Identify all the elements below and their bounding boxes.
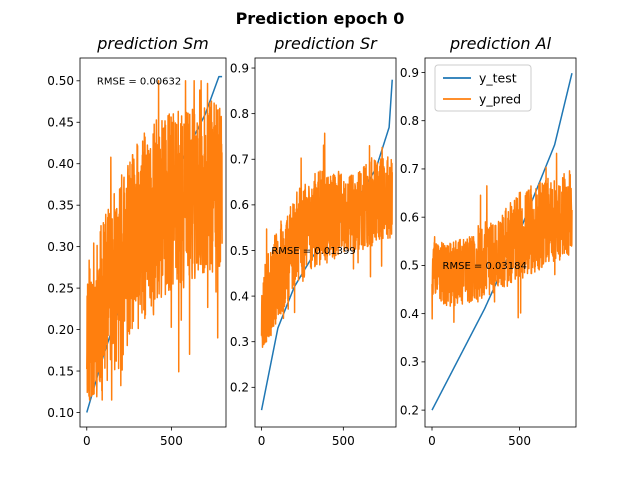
y-tick-label: 0.2 xyxy=(230,381,249,395)
rmse-annotation: RMSE = 0.01399 xyxy=(271,246,355,257)
x-tick-label: 500 xyxy=(160,434,183,448)
y-tick-label: 0.6 xyxy=(230,198,249,212)
y-tick-label: 0.8 xyxy=(400,114,419,128)
y-tick-label: 0.2 xyxy=(400,403,419,417)
y-tick-label: 0.35 xyxy=(47,198,74,212)
rmse-annotation: RMSE = 0.00632 xyxy=(97,76,181,87)
y-tick-label: 0.5 xyxy=(230,244,249,258)
y-tick-label: 0.50 xyxy=(47,74,74,88)
axes-frame xyxy=(254,57,397,428)
y-tick-label: 0.4 xyxy=(400,307,419,321)
y-tick-label: 0.9 xyxy=(230,61,249,75)
subplot-title: prediction Sm xyxy=(96,34,208,53)
figure-title: Prediction epoch 0 xyxy=(236,9,405,28)
x-tick-label: 500 xyxy=(508,434,531,448)
x-tick-label: 500 xyxy=(332,434,355,448)
y-tick-label: 0.4 xyxy=(230,289,249,303)
y-tick-label: 0.8 xyxy=(230,107,249,121)
y-tick-label: 0.7 xyxy=(230,153,249,167)
subplot-title: prediction Sr xyxy=(273,34,378,53)
subplot-title: prediction Al xyxy=(449,34,552,53)
series-line-y-pred xyxy=(431,152,573,324)
series-line-y-pred xyxy=(260,132,393,348)
subplot-1: prediction Sm 0 500 0.10 0.15 0.20 0.25 0.30 0.3… xyxy=(47,34,227,448)
y-tick-label: 0.30 xyxy=(47,240,74,254)
series-group xyxy=(260,79,393,411)
y-tick-label: 0.9 xyxy=(400,66,419,80)
series-group xyxy=(431,73,573,411)
y-tick-label: 0.45 xyxy=(47,116,74,130)
y-tick-label: 0.25 xyxy=(47,281,74,295)
series-line-y-pred xyxy=(86,80,223,401)
legend-label-y-pred: y_pred xyxy=(479,92,521,107)
y-tick-label: 0.3 xyxy=(400,355,419,369)
x-tick-label: 0 xyxy=(258,434,266,448)
y-tick-label: 0.7 xyxy=(400,162,419,176)
y-tick-label: 0.6 xyxy=(400,210,419,224)
axes-frame xyxy=(424,57,577,428)
x-tick-label: 0 xyxy=(83,434,91,448)
rmse-annotation: RMSE = 0.03184 xyxy=(443,261,527,272)
y-tick-label: 0.10 xyxy=(47,406,74,420)
subplot-3: prediction Al 0 500 0.2 0.3 0.4 0.5 0.6 0.7 0.8 0.… xyxy=(400,34,577,448)
axes-frame xyxy=(79,57,227,428)
y-tick-label: 0.20 xyxy=(47,323,74,337)
x-tick-label: 0 xyxy=(428,434,436,448)
legend: y_test y_pred xyxy=(434,64,532,112)
subplot-2: prediction Sr 0 500 0.2 0.3 0.4 0.5 0.6 0.7 0.8 0.… xyxy=(230,34,397,448)
y-tick-label: 0.15 xyxy=(47,364,74,378)
series-group xyxy=(86,75,223,413)
y-tick-label: 0.40 xyxy=(47,157,74,171)
y-tick-label: 0.5 xyxy=(400,259,419,273)
y-tick-label: 0.3 xyxy=(230,335,249,349)
legend-label-y-test: y_test xyxy=(479,71,517,86)
